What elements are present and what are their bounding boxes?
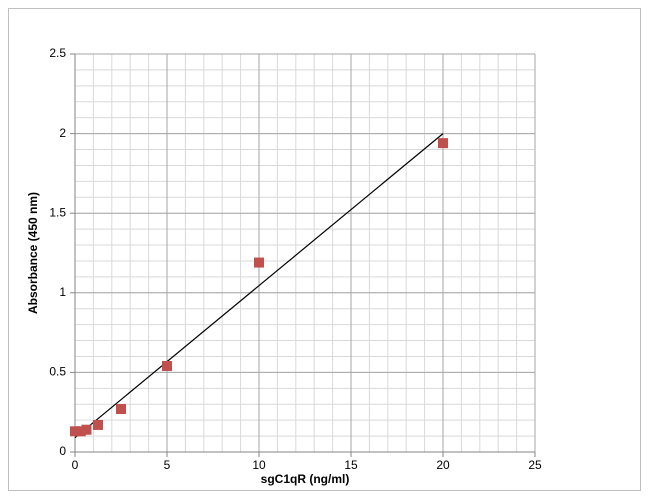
y-tick-label: 0 [59,444,66,458]
data-point [70,426,80,437]
y-tick-label: 2.5 [49,46,66,60]
data-point [438,138,448,149]
y-tick-label: 1.5 [49,205,66,219]
data-point [116,404,126,415]
x-axis-label: sgC1qR (ng/ml) [261,472,350,486]
data-point [254,257,264,268]
x-tick-label: 5 [164,458,171,472]
data-point [93,419,103,430]
data-point [75,426,86,437]
trendline [74,133,444,439]
x-tick-label: 25 [528,458,542,472]
y-tick-label: 2 [59,126,66,140]
data-point [162,361,172,372]
y-axis-label: Absorbance (450 nm) [26,192,40,314]
y-tick-label: 0.5 [49,365,66,379]
x-tick-label: 20 [436,458,450,472]
y-tick-label: 1 [59,285,66,299]
chart-frame [8,8,641,491]
x-tick-label: 10 [252,458,266,472]
data-point [81,424,92,435]
x-tick-label: 15 [344,458,358,472]
x-tick-label: 0 [72,458,79,472]
